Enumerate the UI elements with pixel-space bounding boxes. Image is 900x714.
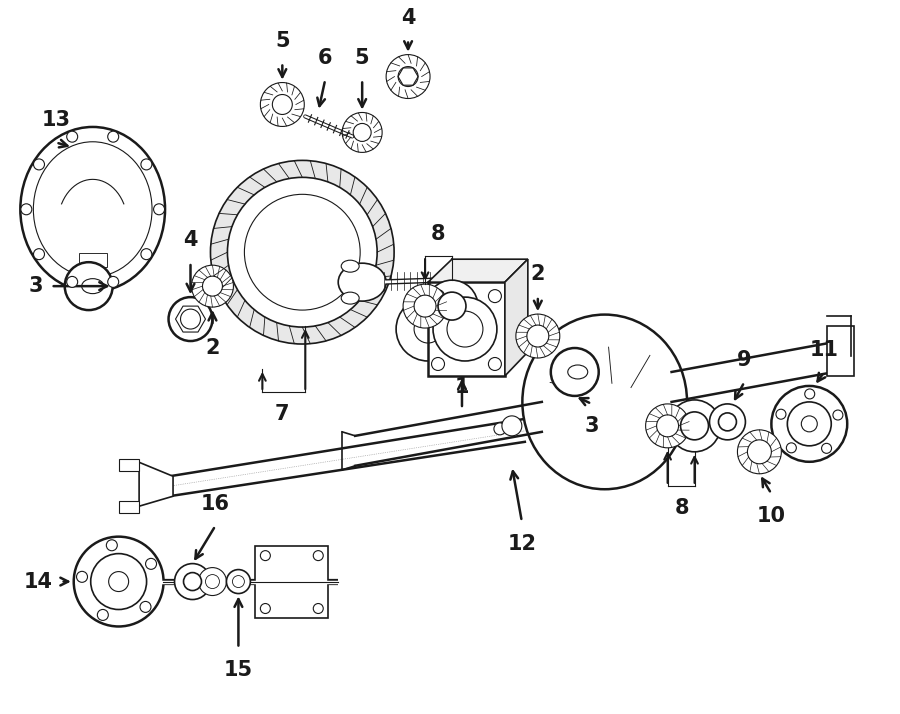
Circle shape — [74, 537, 164, 626]
Text: 3: 3 — [584, 416, 599, 436]
Circle shape — [313, 603, 323, 613]
Circle shape — [65, 262, 112, 310]
Circle shape — [502, 416, 522, 436]
Circle shape — [426, 280, 478, 332]
Text: 4: 4 — [400, 8, 415, 28]
Text: 11: 11 — [810, 340, 839, 360]
Circle shape — [776, 409, 786, 419]
Text: 2: 2 — [531, 264, 545, 284]
Ellipse shape — [522, 315, 687, 489]
Circle shape — [403, 284, 447, 328]
Polygon shape — [119, 501, 139, 513]
Text: 10: 10 — [757, 506, 786, 526]
Circle shape — [822, 443, 832, 453]
Circle shape — [718, 413, 736, 431]
Circle shape — [199, 568, 227, 595]
Text: 8: 8 — [431, 224, 446, 244]
Wedge shape — [211, 161, 394, 344]
Circle shape — [832, 410, 843, 420]
Circle shape — [438, 292, 466, 320]
Circle shape — [709, 404, 745, 440]
Circle shape — [805, 389, 814, 399]
Text: 2: 2 — [205, 338, 220, 358]
Circle shape — [657, 415, 679, 437]
Circle shape — [526, 325, 549, 347]
Circle shape — [67, 276, 77, 288]
Circle shape — [669, 400, 721, 452]
Circle shape — [431, 290, 445, 303]
Text: 15: 15 — [224, 660, 253, 680]
Circle shape — [787, 443, 796, 453]
Circle shape — [680, 412, 708, 440]
Text: 14: 14 — [23, 572, 53, 592]
Polygon shape — [256, 545, 328, 618]
Ellipse shape — [341, 260, 359, 272]
Circle shape — [76, 571, 87, 583]
Text: 4: 4 — [184, 230, 198, 250]
Circle shape — [227, 570, 250, 593]
Ellipse shape — [341, 292, 359, 304]
Circle shape — [184, 573, 202, 590]
Circle shape — [489, 358, 501, 371]
Text: 6: 6 — [318, 48, 332, 68]
Circle shape — [431, 358, 445, 371]
Circle shape — [260, 550, 270, 560]
Circle shape — [788, 402, 832, 446]
Circle shape — [146, 558, 157, 569]
Circle shape — [141, 159, 152, 170]
Circle shape — [433, 297, 497, 361]
Bar — [78, 253, 107, 267]
Circle shape — [108, 276, 119, 288]
Ellipse shape — [21, 127, 165, 291]
Circle shape — [737, 430, 781, 474]
Text: 1: 1 — [454, 377, 469, 397]
Text: 16: 16 — [201, 493, 230, 513]
Circle shape — [154, 203, 165, 215]
Text: 9: 9 — [737, 350, 751, 370]
Polygon shape — [827, 326, 854, 376]
Circle shape — [97, 610, 108, 620]
Circle shape — [260, 603, 270, 613]
Circle shape — [313, 550, 323, 560]
Polygon shape — [505, 259, 527, 376]
Circle shape — [202, 276, 222, 296]
Polygon shape — [119, 459, 139, 471]
Circle shape — [106, 540, 117, 550]
Circle shape — [175, 563, 211, 600]
Circle shape — [33, 159, 44, 170]
Circle shape — [414, 295, 436, 317]
Circle shape — [91, 553, 147, 610]
Text: 5: 5 — [275, 31, 290, 51]
Circle shape — [141, 248, 152, 260]
Circle shape — [140, 601, 151, 613]
Ellipse shape — [338, 263, 386, 301]
Circle shape — [192, 265, 233, 307]
Text: 12: 12 — [508, 533, 536, 553]
Text: 7: 7 — [275, 404, 290, 424]
Circle shape — [168, 297, 212, 341]
Circle shape — [516, 314, 560, 358]
Text: 13: 13 — [41, 111, 70, 131]
Circle shape — [494, 423, 506, 435]
Text: 5: 5 — [355, 48, 370, 68]
Circle shape — [33, 248, 44, 260]
Text: 3: 3 — [28, 276, 43, 296]
Circle shape — [67, 131, 77, 142]
Circle shape — [747, 440, 771, 464]
Polygon shape — [428, 259, 527, 282]
Circle shape — [108, 131, 119, 142]
Circle shape — [551, 348, 598, 396]
Circle shape — [489, 290, 501, 303]
Circle shape — [396, 297, 460, 361]
Polygon shape — [428, 282, 505, 376]
Circle shape — [21, 203, 32, 215]
Circle shape — [645, 404, 689, 448]
Text: 8: 8 — [674, 498, 688, 518]
Circle shape — [771, 386, 847, 462]
